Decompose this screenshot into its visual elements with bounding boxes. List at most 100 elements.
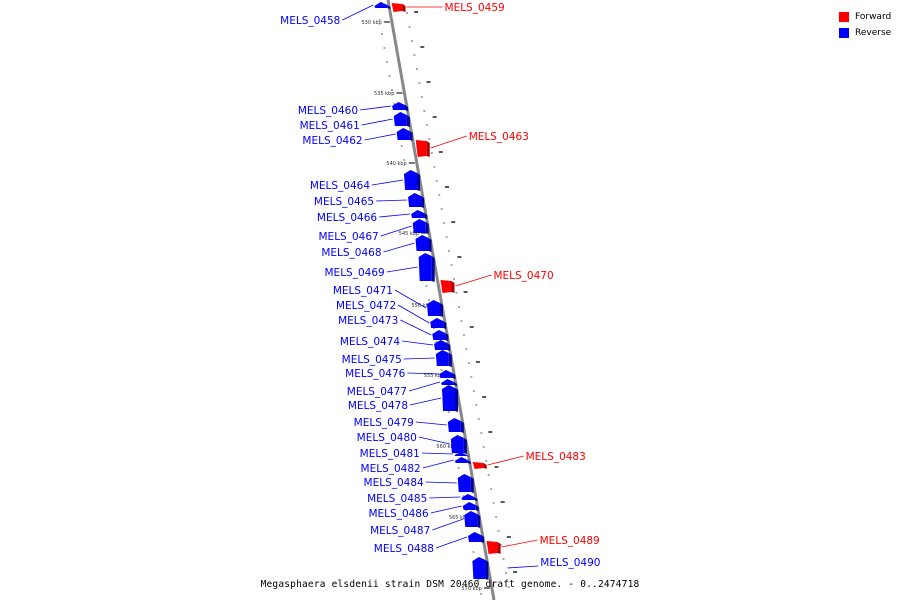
- label-leader-line: [342, 4, 374, 21]
- gene-label[interactable]: MELS_0466: [317, 212, 377, 224]
- gene-feature-reverse[interactable]: [415, 235, 429, 251]
- gene-label[interactable]: MELS_0470: [493, 270, 553, 282]
- gene-feature-shade: [402, 4, 406, 12]
- legend-item-forward[interactable]: Forward: [839, 9, 891, 25]
- gene-label[interactable]: MELS_0459: [445, 2, 505, 14]
- gene-feature-reverse[interactable]: [434, 340, 448, 350]
- gene-label[interactable]: MELS_0478: [348, 400, 408, 412]
- gene-feature-reverse[interactable]: [472, 557, 486, 579]
- gene-label[interactable]: MELS_0472: [336, 300, 396, 312]
- gene-label[interactable]: MELS_0485: [367, 493, 427, 505]
- gene-feature-shade: [409, 131, 413, 141]
- label-leader-line: [422, 459, 454, 469]
- gene-feature-shade: [421, 196, 425, 208]
- gene-feature-reverse[interactable]: [450, 435, 464, 453]
- gene-feature-forward[interactable]: [472, 462, 484, 469]
- label-leader-line: [507, 565, 539, 569]
- gene-label[interactable]: MELS_0465: [314, 196, 374, 208]
- gene-label[interactable]: MELS_0477: [347, 386, 407, 398]
- legend-item-reverse[interactable]: Reverse: [839, 25, 891, 41]
- label-leader-line: [380, 225, 412, 237]
- legend: Forward Reverse: [839, 9, 891, 41]
- gene-feature-reverse[interactable]: [454, 457, 468, 463]
- gene-feature-forward[interactable]: [391, 3, 403, 12]
- gene-feature-forward[interactable]: [440, 280, 452, 293]
- gene-feature-shade: [405, 105, 409, 111]
- gene-feature-reverse[interactable]: [404, 170, 418, 190]
- label-leader-line: [415, 421, 447, 426]
- label-leader-line: [407, 372, 439, 375]
- label-leader-line: [487, 455, 524, 466]
- gene-feature-shade: [445, 333, 449, 341]
- gene-label[interactable]: MELS_0488: [374, 543, 434, 555]
- gene-feature-reverse[interactable]: [457, 474, 471, 492]
- gene-label[interactable]: MELS_0471: [333, 285, 393, 297]
- gene-label[interactable]: MELS_0483: [526, 451, 586, 463]
- gene-feature-reverse[interactable]: [435, 350, 449, 366]
- label-leaders: [342, 4, 539, 569]
- label-leader-line: [371, 179, 404, 186]
- gene-feature-shade: [448, 353, 452, 367]
- gene-feature-forward[interactable]: [486, 541, 498, 554]
- gene-feature-reverse[interactable]: [430, 318, 444, 328]
- gene-label[interactable]: MELS_0490: [540, 557, 600, 569]
- gene-label[interactable]: MELS_0463: [469, 131, 529, 143]
- gene-feature-reverse[interactable]: [418, 253, 432, 281]
- gene-feature-shade: [406, 115, 410, 127]
- label-leader-line: [501, 539, 538, 548]
- gene-label[interactable]: MELS_0481: [360, 448, 420, 460]
- gene-feature-reverse[interactable]: [396, 128, 410, 140]
- gene-label[interactable]: MELS_0469: [325, 267, 385, 279]
- gene-label[interactable]: MELS_0484: [364, 477, 424, 489]
- gene-feature-reverse[interactable]: [439, 370, 453, 378]
- gene-feature-shade: [425, 222, 429, 234]
- gene-feature-shade: [440, 303, 443, 317]
- gene-label[interactable]: MELS_0489: [540, 535, 600, 547]
- scale-tick-label: 570 kbp: [461, 586, 481, 592]
- gene-label[interactable]: MELS_0474: [340, 336, 400, 348]
- gene-feature-reverse[interactable]: [427, 300, 440, 316]
- gene-label[interactable]: MELS_0467: [319, 231, 379, 243]
- gene-feature-reverse[interactable]: [432, 330, 446, 340]
- label-leader-line: [376, 199, 408, 202]
- gene-feature-reverse[interactable]: [392, 102, 406, 110]
- scale-tick-label: 550 kbp: [411, 303, 431, 309]
- gene-label[interactable]: MELS_0460: [298, 105, 358, 117]
- gene-label[interactable]: MELS_0462: [302, 135, 362, 147]
- label-leader-line: [386, 266, 418, 273]
- gene-feature-shade: [485, 560, 489, 580]
- gene-feature-reverse[interactable]: [453, 452, 467, 456]
- gene-feature-shade: [431, 256, 435, 282]
- label-leader-line: [418, 436, 450, 445]
- gene-label[interactable]: MELS_0461: [300, 120, 360, 132]
- gene-label[interactable]: MELS_0487: [370, 525, 430, 537]
- gene-label[interactable]: MELS_0468: [321, 247, 381, 259]
- gene-feature-reverse[interactable]: [411, 210, 425, 218]
- gene-label[interactable]: MELS_0458: [280, 15, 340, 27]
- gene-feature-reverse[interactable]: [442, 385, 456, 411]
- gene-label[interactable]: MELS_0475: [342, 354, 402, 366]
- gene-feature-reverse[interactable]: [464, 511, 478, 527]
- gene-feature-shade: [470, 477, 474, 493]
- gene-feature-reverse[interactable]: [412, 219, 426, 233]
- gene-feature-reverse[interactable]: [408, 193, 422, 207]
- gene-label[interactable]: MELS_0480: [357, 432, 417, 444]
- gene-feature-forward[interactable]: [415, 140, 427, 157]
- label-leader-line: [408, 381, 441, 392]
- label-leader-line: [409, 397, 442, 406]
- gene-feature-reverse[interactable]: [447, 418, 461, 432]
- gene-label[interactable]: MELS_0482: [361, 463, 421, 475]
- gene-feature-reverse[interactable]: [374, 2, 388, 8]
- gene-label[interactable]: MELS_0486: [368, 508, 428, 520]
- gene-feature-shade: [452, 373, 456, 379]
- scale-tick-label: 540 kbp: [386, 161, 406, 167]
- gene-feature-reverse[interactable]: [462, 502, 476, 510]
- gene-label[interactable]: MELS_0479: [354, 417, 414, 429]
- gene-feature-reverse[interactable]: [461, 494, 475, 500]
- gene-label[interactable]: MELS_0476: [345, 368, 405, 380]
- gene-feature-reverse[interactable]: [440, 379, 454, 385]
- gene-feature-reverse[interactable]: [467, 532, 481, 542]
- gene-label[interactable]: MELS_0473: [338, 315, 398, 327]
- gene-feature-reverse[interactable]: [393, 112, 407, 126]
- gene-label[interactable]: MELS_0464: [310, 180, 370, 192]
